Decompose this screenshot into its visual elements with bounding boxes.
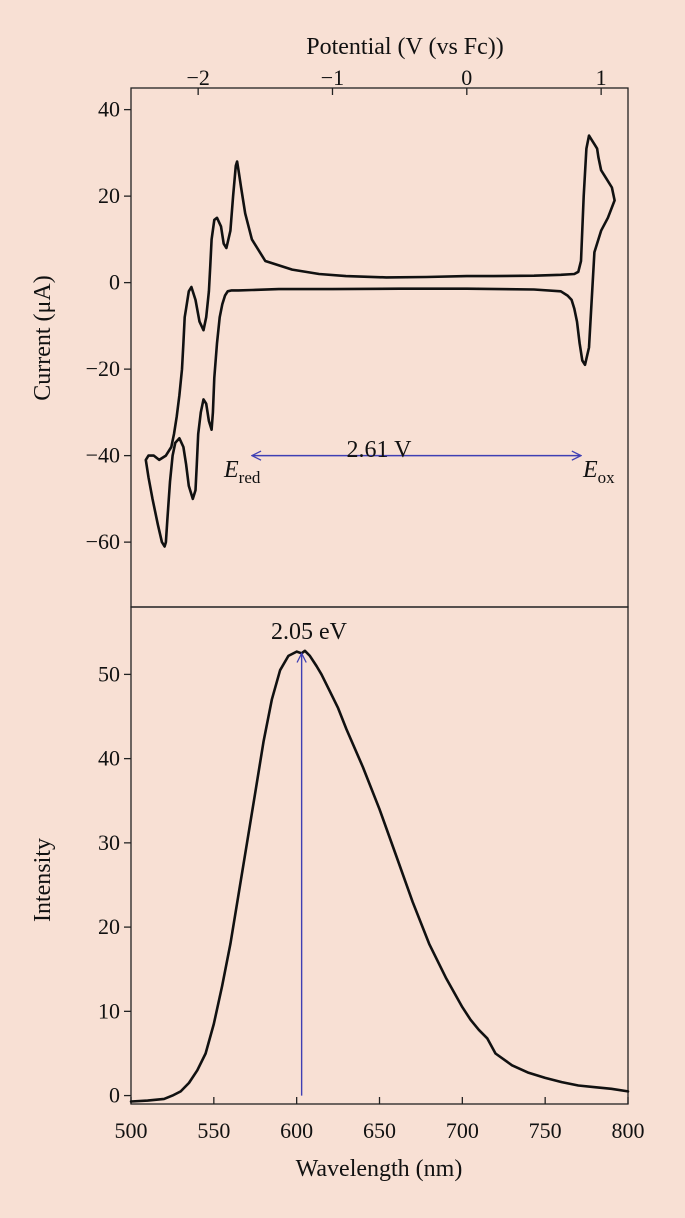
pl-y-tick-label: 40 <box>98 746 120 771</box>
cv-x-axis-title: Potential (V (vs Fc)) <box>306 34 504 60</box>
pl-y-tick-label: 20 <box>98 914 120 939</box>
pl-x-tick-label: 500 <box>115 1118 148 1143</box>
cv-y-tick-label: 20 <box>98 183 120 208</box>
pl-panel: 500 550 600 650 700 750 800 0 10 20 30 40 50 2.05 eV… <box>30 606 645 1182</box>
cv-y-tick-label: −40 <box>86 443 120 468</box>
cv-panel: −2 −1 0 1 40 20 0 −20 −40 −60 2.61 V Ered Eox Pot… <box>30 34 629 608</box>
pl-peak-label: 2.05 eV <box>271 619 348 645</box>
pl-x-axis-title: Wavelength (nm) <box>296 1156 463 1182</box>
pl-x-tick-label: 600 <box>280 1118 313 1143</box>
pl-x-tick-label: 650 <box>363 1118 396 1143</box>
pl-x-tick-label: 750 <box>529 1118 562 1143</box>
pl-x-tick-label: 800 <box>612 1118 645 1143</box>
cv-y-tick-label: −60 <box>86 529 120 554</box>
pl-curve <box>129 649 630 1103</box>
e-ox-label: Eox <box>582 457 615 487</box>
pl-y-axis-title: Intensity <box>30 838 56 922</box>
cv-y-tick-label: 40 <box>98 97 120 122</box>
cv-y-axis-title: Current (μA) <box>30 275 56 401</box>
cv-x-tick-label: 1 <box>596 65 607 90</box>
cv-curve <box>144 134 616 548</box>
pl-y-tick-label: 10 <box>98 998 120 1023</box>
pl-x-tick-label: 550 <box>197 1118 230 1143</box>
pl-x-tick-label: 700 <box>446 1118 479 1143</box>
pl-ticks: 500 550 600 650 700 750 800 0 10 20 30 40 50 <box>98 661 645 1143</box>
cv-y-tick-label: −20 <box>86 356 120 381</box>
cv-gap-label: 2.61 V <box>347 437 413 463</box>
cv-x-tick-label: 0 <box>461 65 472 90</box>
cv-x-tick-label: −1 <box>321 65 344 90</box>
pl-plot-frame <box>130 606 629 1105</box>
pl-y-tick-label: 0 <box>109 1083 120 1108</box>
pl-y-tick-label: 30 <box>98 830 120 855</box>
cv-plot-frame <box>130 87 629 608</box>
cv-x-tick-label: −2 <box>186 65 209 90</box>
cv-y-tick-label: 0 <box>109 270 120 295</box>
pl-y-tick-label: 50 <box>98 661 120 686</box>
e-red-label: Ered <box>223 457 261 487</box>
cv-ticks: −2 −1 0 1 40 20 0 −20 −40 −60 <box>86 65 607 554</box>
